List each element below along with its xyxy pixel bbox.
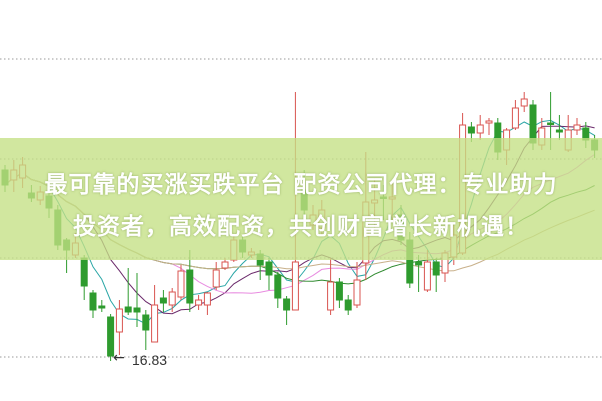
candle-body	[573, 124, 581, 131]
candle	[573, 118, 581, 135]
candle	[133, 273, 141, 327]
candle	[107, 314, 115, 361]
candle-body	[107, 316, 115, 357]
candle-body	[344, 299, 352, 311]
candle-body	[520, 98, 528, 107]
candle-body	[186, 269, 194, 304]
candle-body	[265, 261, 273, 276]
candle-body	[432, 261, 440, 276]
candle-body	[151, 304, 159, 343]
candle	[344, 295, 352, 315]
candle	[98, 300, 106, 312]
candle	[89, 290, 97, 318]
candle-body	[159, 297, 167, 304]
candle	[177, 265, 185, 300]
candle	[511, 100, 519, 130]
candle	[283, 296, 291, 325]
candle-body	[467, 126, 475, 134]
candle-body	[80, 257, 88, 287]
candle	[415, 255, 423, 292]
candle-body	[168, 291, 176, 306]
banner-line-1: 最可靠的买涨买跌平台 配资公司代理：专业助力	[44, 172, 558, 198]
candle	[221, 258, 229, 270]
candle	[327, 258, 335, 315]
candle-body	[547, 122, 555, 125]
candle	[212, 262, 220, 290]
candle-body	[327, 281, 335, 311]
candle	[432, 258, 440, 292]
candle	[555, 115, 563, 140]
banner-line-2: 投资者，高效配资，共创财富增长新机遇！	[73, 214, 529, 240]
candle	[80, 255, 88, 300]
candle	[151, 285, 159, 343]
candle-body	[133, 307, 141, 313]
candle	[485, 118, 493, 135]
candle-body	[353, 279, 361, 306]
candle-body	[177, 270, 185, 298]
candle-body	[98, 305, 106, 309]
candle	[159, 290, 167, 312]
candle-body	[476, 124, 484, 134]
candle-body	[511, 107, 519, 129]
low-price-label: 16.83	[132, 352, 168, 368]
candle-body	[124, 306, 132, 313]
candle	[335, 278, 343, 308]
candle	[115, 300, 123, 355]
candle-body	[335, 281, 343, 301]
candle-body	[423, 261, 431, 291]
low-arrow-icon: ←	[113, 350, 125, 366]
candle	[353, 262, 361, 308]
candle-body	[221, 261, 229, 269]
candle	[265, 258, 273, 290]
candle	[186, 250, 194, 312]
candle-body	[212, 269, 220, 288]
candle-body	[283, 298, 291, 311]
candle	[274, 272, 282, 308]
candle-body	[485, 120, 493, 124]
candle-body	[555, 129, 563, 133]
candle	[195, 295, 203, 310]
candle-body	[291, 261, 299, 311]
candle	[520, 92, 528, 112]
candle-body	[142, 314, 150, 331]
candle-body	[115, 308, 123, 333]
candle	[142, 310, 150, 350]
candle-body	[415, 261, 423, 266]
candle-body	[203, 292, 211, 306]
candle-body	[274, 274, 282, 299]
candle	[476, 115, 484, 140]
candle	[168, 288, 176, 312]
candle-body	[195, 299, 203, 306]
candle	[124, 268, 132, 315]
promo-banner: 最可靠的买涨买跌平台 配资公司代理：专业助力 投资者，高效配资，共创财富增长新机…	[0, 138, 602, 260]
candle	[203, 292, 211, 315]
candle-body	[89, 292, 97, 311]
